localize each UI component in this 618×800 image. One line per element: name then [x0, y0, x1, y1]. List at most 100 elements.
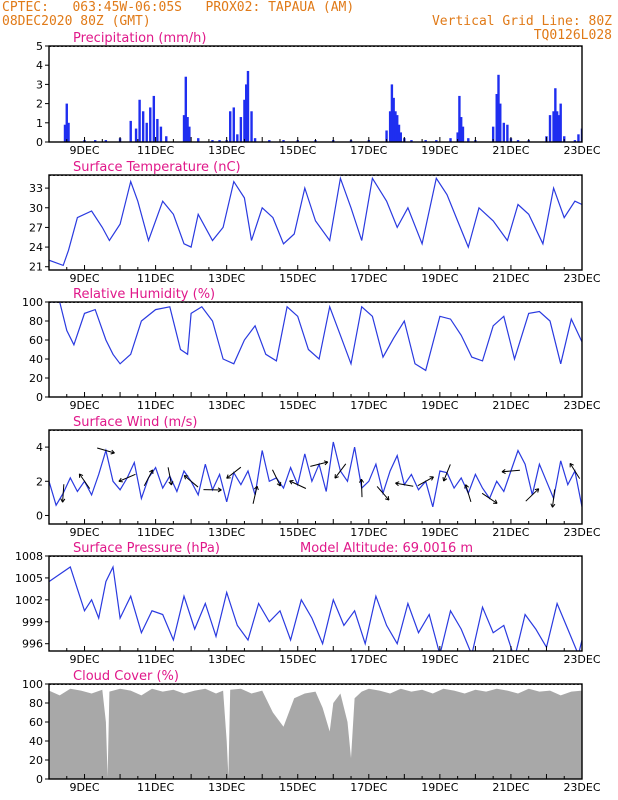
y-tick-label: 80 [29, 697, 43, 710]
precip-bar [396, 115, 399, 142]
precip-bar [145, 122, 148, 142]
wind-arrow [465, 484, 472, 502]
x-tick-label: 15DEC [279, 272, 316, 285]
precip-bar [385, 130, 388, 142]
x-tick-label: 23DEC [563, 144, 600, 157]
wind-arrow [62, 484, 65, 503]
precip-bar [555, 111, 559, 142]
wind-arrow-head [550, 503, 556, 508]
y-tick-label: 40 [29, 353, 43, 366]
precip-bar [232, 107, 235, 142]
panel-precip: Precipitation (mm/h) 0 1 2 3 4 5 9DEC 11DEC 13DEC… [36, 31, 601, 157]
x-tick-label: 9DEC [69, 272, 99, 285]
precip-bar [211, 140, 214, 142]
header-line1: CPTEC: 063:45W-06:05S PROX02: TAPAUA (AM… [2, 0, 355, 15]
precip-bar [246, 70, 250, 142]
precip-bar [506, 124, 509, 142]
y-tick-label: 0 [36, 136, 43, 149]
y-tick-label: 1 [36, 117, 43, 130]
wind-arrow-head [442, 477, 448, 482]
wind-arrow-head [217, 487, 222, 493]
x-tick-label: 23DEC [563, 272, 600, 285]
precip-bar [134, 128, 138, 142]
x-tick-label: 9DEC [69, 144, 99, 157]
precip-bar [63, 124, 67, 142]
precip-bar [65, 103, 68, 142]
y-tick-label: 40 [29, 735, 43, 748]
x-tick-label: 19DEC [421, 653, 458, 666]
x-tick-label: 21DEC [492, 399, 529, 412]
precip-bar [392, 97, 395, 142]
precip-bar [67, 122, 70, 142]
precip-bar [435, 140, 438, 142]
x-tick-label: 19DEC [421, 781, 458, 794]
y-tick-label: 80 [29, 315, 43, 328]
precip-bar [557, 115, 561, 142]
precip-bar [186, 117, 189, 142]
wind-arrow-head [253, 485, 259, 491]
precip-bar [245, 84, 248, 142]
y-tick-label: 3 [36, 78, 43, 91]
panel-temp: Surface Temperature (nC) 21 24 27 30 33 9DEC 11… [29, 160, 601, 285]
wind-arrow-head [289, 479, 294, 485]
precip-bar [456, 132, 459, 142]
wind-arrow-head [183, 474, 189, 480]
wind-arrow-head [118, 477, 123, 483]
y-tick-label: 4 [36, 59, 43, 72]
precip-bar [516, 140, 520, 142]
panel-rh: Relative Humidity (%) 0 20 40 60 80 100 9DEC 11D… [22, 287, 601, 412]
panel-pres: Surface Pressure (hPa) Model Altitude: 69… [15, 541, 601, 666]
x-tick-label: 23DEC [563, 526, 600, 539]
wind-arrow [118, 473, 136, 482]
precip-bar [152, 95, 156, 142]
y-tick-label: 0 [36, 509, 43, 522]
precip-bar [236, 134, 239, 142]
wind-arrow-head [493, 499, 498, 504]
precip-bar [149, 107, 152, 142]
y-tick-label: 30 [29, 202, 43, 215]
wind-arrow [551, 489, 556, 508]
wind-arrow [272, 469, 281, 487]
x-tick-label: 21DEC [492, 272, 529, 285]
wind-arrow [78, 473, 91, 489]
x-tick-label: 13DEC [208, 144, 245, 157]
precip-bar [491, 126, 495, 142]
wind-arrow-head [226, 474, 231, 479]
wind-arrow [289, 480, 307, 489]
precip-bar [495, 94, 498, 142]
x-tick-label: 23DEC [563, 781, 600, 794]
precip-bar [188, 126, 191, 142]
wind-arrow [310, 461, 328, 467]
precip-bar [499, 103, 502, 142]
precip-bar [184, 76, 188, 142]
y-tick-label: 27 [29, 221, 43, 234]
precip-bar [282, 140, 285, 142]
precip-bar [243, 99, 246, 142]
wind-arrow [417, 476, 434, 487]
x-tick-label: 9DEC [69, 399, 99, 412]
wind-arrow [395, 482, 414, 487]
precip-bar [410, 140, 413, 142]
precip-bar [268, 140, 271, 142]
model-altitude-label: Model Altitude: 69.0016 m [300, 541, 473, 556]
precip-bar [253, 138, 257, 142]
y-tick-label: 1008 [15, 550, 43, 563]
y-tick-label: 20 [29, 372, 43, 385]
precip-bar [104, 140, 108, 142]
wind-arrow-head [168, 481, 174, 486]
wind-arrow-head [384, 496, 390, 501]
wind-arrow-head [569, 462, 574, 468]
x-tick-label: 17DEC [350, 526, 387, 539]
panel-frame-precip [48, 45, 583, 143]
x-tick-label: 17DEC [350, 653, 387, 666]
series-line-temp [49, 175, 582, 267]
y-tick-label: 60 [29, 334, 43, 347]
y-tick-label: 999 [22, 616, 43, 629]
x-tick-label: 9DEC [69, 781, 99, 794]
y-tick-label: 4 [36, 441, 43, 454]
precip-bar [218, 140, 221, 142]
precip-bar [239, 117, 243, 142]
y-tick-label: 24 [29, 241, 43, 254]
wind-arrow [183, 475, 199, 488]
